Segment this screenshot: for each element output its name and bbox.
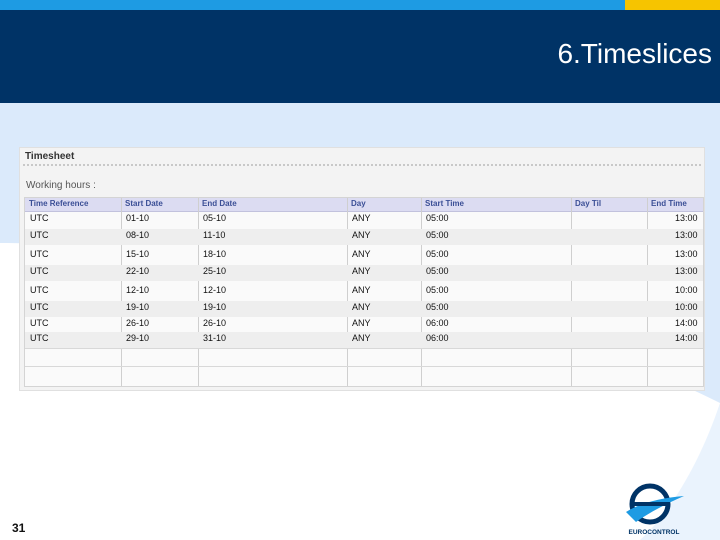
cell-start-date: 19-10 — [126, 302, 150, 312]
slide-title: 6.Timeslices — [557, 38, 712, 69]
cell-start-date: 15-10 — [126, 249, 150, 259]
cell-end-time: 13:00 — [675, 249, 698, 259]
column-header-time-reference[interactable]: Time Reference — [29, 199, 89, 208]
table-row[interactable]: UTC 15-10 18-10 ANY 05:00 13:00 — [25, 248, 703, 264]
table-row[interactable]: UTC 01-10 05-10 ANY 05:00 13:00 — [25, 212, 703, 228]
cell-time-reference: UTC — [30, 213, 49, 223]
cell-end-date: 05-10 — [203, 213, 227, 223]
table-row[interactable]: UTC 08-10 11-10 ANY 05:00 13:00 — [25, 229, 703, 245]
cell-start-time: 06:00 — [426, 318, 449, 328]
cell-start-date: 29-10 — [126, 333, 150, 343]
cell-end-time: 14:00 — [675, 333, 698, 343]
empty-row-line — [25, 348, 703, 349]
table-row[interactable]: UTC 22-10 25-10 ANY 05:00 13:00 — [25, 265, 703, 281]
cell-end-time: 10:00 — [675, 285, 698, 295]
column-divider — [198, 198, 199, 386]
timesheet-grid: Time Reference Start Date End Date Day Start… — [24, 197, 704, 387]
timesheet-panel: Timesheet Working hours : Time Reference… — [19, 147, 705, 391]
cell-end-date: 12-10 — [203, 285, 227, 295]
cell-day: ANY — [352, 318, 371, 328]
table-row[interactable]: UTC 29-10 31-10 ANY 06:00 14:00 — [25, 332, 703, 348]
column-header-day[interactable]: Day — [351, 199, 366, 208]
cell-start-date: 01-10 — [126, 213, 150, 223]
cell-end-time: 13:00 — [675, 266, 698, 276]
column-header-day-til[interactable]: Day Til — [575, 199, 602, 208]
column-header-end-date[interactable]: End Date — [202, 199, 237, 208]
column-divider — [347, 198, 348, 386]
cell-time-reference: UTC — [30, 230, 49, 240]
timesheet-title: Timesheet — [25, 151, 75, 162]
cell-start-date: 26-10 — [126, 318, 150, 328]
column-divider — [421, 198, 422, 386]
cell-start-time: 05:00 — [426, 266, 449, 276]
cell-end-date: 31-10 — [203, 333, 227, 343]
eurocontrol-logo: EUROCONTROL — [626, 483, 684, 536]
cell-time-reference: UTC — [30, 333, 49, 343]
cell-start-time: 05:00 — [426, 249, 449, 259]
cell-day: ANY — [352, 230, 371, 240]
cell-day: ANY — [352, 285, 371, 295]
column-header-start-time[interactable]: Start Time — [425, 199, 464, 208]
cell-end-time: 13:00 — [675, 230, 698, 240]
cell-end-time: 10:00 — [675, 302, 698, 312]
empty-row-line — [25, 366, 703, 367]
eurocontrol-swoosh-icon — [626, 483, 684, 525]
cell-start-time: 05:00 — [426, 213, 449, 223]
cell-start-date: 12-10 — [126, 285, 150, 295]
column-divider — [121, 198, 122, 386]
page-number: 31 — [12, 521, 26, 535]
cell-time-reference: UTC — [30, 285, 49, 295]
column-header-end-time[interactable]: End Time — [651, 199, 687, 208]
table-row[interactable]: UTC 26-10 26-10 ANY 06:00 14:00 — [25, 317, 703, 333]
cell-end-date: 18-10 — [203, 249, 227, 259]
cell-start-date: 08-10 — [126, 230, 150, 240]
cell-time-reference: UTC — [30, 302, 49, 312]
cell-day: ANY — [352, 302, 371, 312]
working-hours-label: Working hours : — [26, 180, 96, 191]
top-accent-yellow — [625, 0, 720, 10]
top-color-strip — [0, 0, 720, 10]
cell-end-time: 13:00 — [675, 213, 698, 223]
table-row[interactable]: UTC 12-10 12-10 ANY 05:00 10:00 — [25, 284, 703, 300]
cell-time-reference: UTC — [30, 266, 49, 276]
cell-day: ANY — [352, 213, 371, 223]
cell-start-time: 05:00 — [426, 230, 449, 240]
column-divider — [647, 198, 648, 386]
table-row[interactable]: UTC 19-10 19-10 ANY 05:00 10:00 — [25, 301, 703, 317]
cell-day: ANY — [352, 266, 371, 276]
cell-time-reference: UTC — [30, 249, 49, 259]
cell-end-time: 14:00 — [675, 318, 698, 328]
cell-start-time: 05:00 — [426, 302, 449, 312]
cell-end-date: 11-10 — [203, 230, 226, 240]
cell-end-date: 19-10 — [203, 302, 227, 312]
logo-text: EUROCONTROL — [629, 529, 680, 536]
panel-separator — [23, 164, 701, 166]
cell-end-date: 25-10 — [203, 266, 227, 276]
cell-end-date: 26-10 — [203, 318, 227, 328]
cell-time-reference: UTC — [30, 318, 49, 328]
slide-header: 6.Timeslices — [0, 10, 720, 103]
column-header-start-date[interactable]: Start Date — [125, 199, 163, 208]
grid-header: Time Reference Start Date End Date Day Start… — [25, 198, 703, 212]
cell-start-time: 05:00 — [426, 285, 449, 295]
cell-start-time: 06:00 — [426, 333, 449, 343]
cell-day: ANY — [352, 249, 371, 259]
cell-start-date: 22-10 — [126, 266, 150, 276]
cell-day: ANY — [352, 333, 371, 343]
column-divider — [571, 198, 572, 386]
